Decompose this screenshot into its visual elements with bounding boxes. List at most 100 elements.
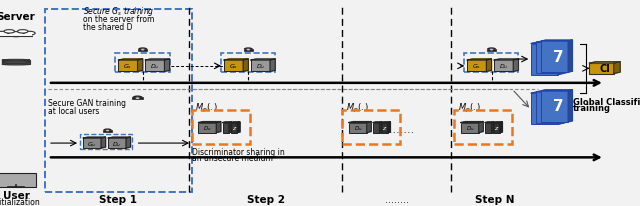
Text: training: training [573, 104, 611, 113]
Text: Initialization: Initialization [0, 197, 40, 206]
Circle shape [4, 30, 15, 34]
Polygon shape [479, 122, 483, 133]
Polygon shape [589, 62, 620, 64]
Polygon shape [367, 122, 371, 133]
Text: $z$: $z$ [232, 124, 237, 131]
Polygon shape [349, 122, 371, 123]
Circle shape [141, 50, 145, 51]
Circle shape [8, 33, 24, 37]
Polygon shape [224, 60, 248, 61]
Polygon shape [541, 90, 572, 91]
Text: on the server from: on the server from [83, 15, 155, 24]
FancyBboxPatch shape [104, 130, 111, 132]
FancyBboxPatch shape [0, 35, 32, 37]
Polygon shape [138, 60, 143, 72]
FancyBboxPatch shape [541, 42, 568, 73]
Ellipse shape [2, 60, 30, 62]
Polygon shape [243, 60, 248, 72]
FancyBboxPatch shape [83, 138, 101, 148]
FancyBboxPatch shape [132, 97, 143, 100]
Circle shape [24, 32, 35, 36]
Circle shape [136, 98, 140, 99]
Polygon shape [251, 60, 275, 61]
Polygon shape [380, 122, 382, 133]
FancyBboxPatch shape [231, 123, 237, 133]
FancyBboxPatch shape [373, 123, 380, 133]
FancyBboxPatch shape [138, 49, 147, 52]
Polygon shape [388, 122, 390, 133]
Polygon shape [231, 122, 240, 123]
Text: $G_s$: $G_s$ [229, 62, 238, 71]
Text: $D_u$: $D_u$ [113, 139, 122, 148]
FancyBboxPatch shape [224, 61, 243, 72]
FancyBboxPatch shape [223, 123, 229, 133]
Circle shape [246, 50, 250, 51]
FancyBboxPatch shape [531, 44, 558, 75]
Polygon shape [563, 92, 567, 123]
FancyBboxPatch shape [531, 94, 558, 125]
Text: Cl: Cl [600, 64, 610, 74]
Polygon shape [373, 122, 382, 123]
Polygon shape [485, 122, 494, 123]
Text: ........: ........ [385, 194, 409, 204]
FancyBboxPatch shape [461, 123, 479, 133]
Text: $D_u$: $D_u$ [150, 62, 159, 71]
Polygon shape [568, 41, 572, 73]
Text: the shared D: the shared D [83, 23, 132, 32]
FancyBboxPatch shape [467, 61, 486, 72]
Polygon shape [531, 93, 562, 94]
Text: $\mathbf{7}$: $\mathbf{7}$ [552, 48, 564, 64]
Text: $G_s$: $G_s$ [124, 62, 132, 71]
Text: $D_u$: $D_u$ [465, 124, 474, 132]
Polygon shape [83, 137, 106, 138]
Polygon shape [467, 60, 492, 61]
Circle shape [490, 50, 493, 51]
Polygon shape [461, 122, 483, 123]
Polygon shape [558, 93, 562, 125]
Polygon shape [500, 122, 502, 133]
Text: Step N: Step N [475, 194, 514, 204]
Polygon shape [513, 60, 518, 72]
Text: Discriminator sharing in: Discriminator sharing in [192, 147, 285, 156]
Text: Global Classifier: Global Classifier [573, 97, 640, 107]
FancyBboxPatch shape [381, 123, 388, 133]
Polygon shape [494, 60, 518, 61]
FancyBboxPatch shape [536, 43, 563, 74]
Text: $D_u$: $D_u$ [353, 124, 362, 132]
Text: ..........: .......... [379, 125, 415, 135]
FancyBboxPatch shape [541, 91, 568, 122]
Text: $z$: $z$ [494, 124, 499, 131]
Text: User: User [3, 190, 29, 200]
FancyBboxPatch shape [108, 138, 126, 148]
Polygon shape [237, 122, 240, 133]
Polygon shape [108, 137, 131, 138]
Ellipse shape [2, 64, 30, 66]
Circle shape [0, 32, 8, 36]
FancyBboxPatch shape [485, 123, 492, 133]
FancyBboxPatch shape [0, 173, 36, 187]
Text: Secure GAN training: Secure GAN training [48, 98, 126, 108]
Polygon shape [563, 42, 567, 74]
Circle shape [17, 30, 28, 34]
Text: at local users: at local users [48, 107, 99, 116]
Text: $G_u$: $G_u$ [88, 139, 97, 148]
Polygon shape [126, 137, 131, 148]
Polygon shape [145, 60, 170, 61]
Polygon shape [558, 43, 562, 75]
Text: $D_u$: $D_u$ [499, 62, 508, 71]
Text: Step 2: Step 2 [246, 194, 285, 204]
Polygon shape [531, 43, 562, 44]
Polygon shape [118, 60, 143, 61]
Text: Secure $G_s$ training: Secure $G_s$ training [83, 5, 155, 18]
FancyBboxPatch shape [198, 123, 216, 133]
FancyBboxPatch shape [493, 123, 500, 133]
Polygon shape [229, 122, 232, 133]
Text: $M_p(.)$: $M_p(.)$ [458, 102, 481, 115]
Polygon shape [614, 62, 620, 74]
FancyBboxPatch shape [589, 64, 614, 74]
FancyBboxPatch shape [118, 61, 138, 72]
Circle shape [106, 131, 109, 132]
Polygon shape [486, 60, 492, 72]
FancyBboxPatch shape [251, 61, 270, 72]
Text: $\mathbf{7}$: $\mathbf{7}$ [552, 98, 564, 114]
